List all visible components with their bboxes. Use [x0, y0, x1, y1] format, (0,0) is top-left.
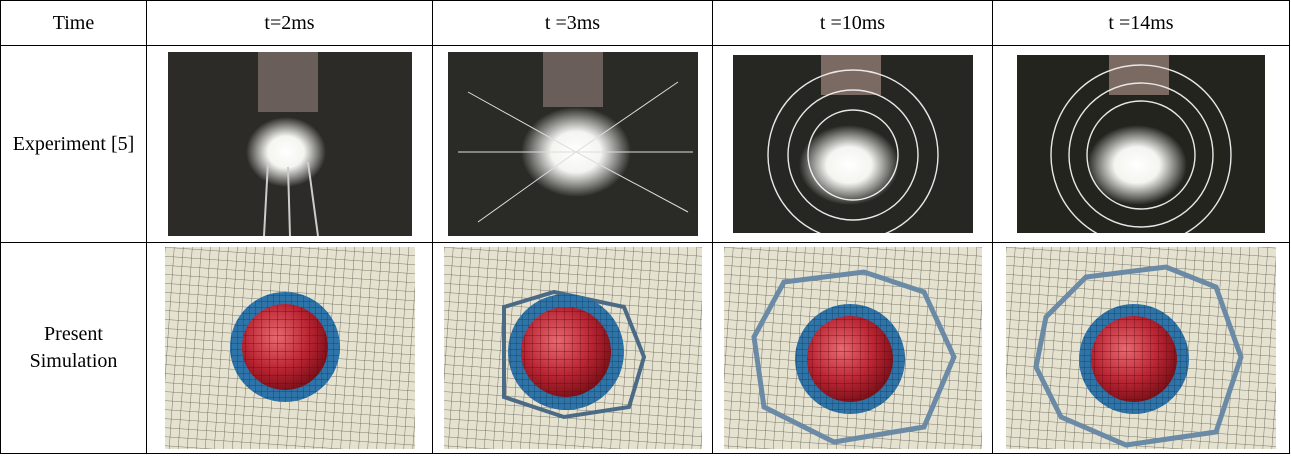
- header-row: Time t=2ms t =3ms t =10ms t =14ms: [1, 1, 1290, 46]
- experiment-photo: [733, 55, 973, 233]
- page: {"table": {"header": ["Time", "t=2ms", "…: [0, 0, 1291, 456]
- image-cell: [433, 243, 713, 454]
- row-label: Present Simulation: [1, 243, 147, 454]
- experiment-photo: [1017, 55, 1265, 233]
- experiment-photo: [448, 52, 698, 236]
- image-cell: [713, 46, 993, 243]
- simulation-render: [724, 247, 982, 449]
- header-cell: t =14ms: [993, 1, 1290, 46]
- image-cell: [147, 243, 433, 454]
- image-cell: [713, 243, 993, 454]
- header-cell: Time: [1, 1, 147, 46]
- header-cell: t=2ms: [147, 1, 433, 46]
- simulation-row: Present Simulation: [1, 243, 1290, 454]
- simulation-render: [165, 247, 415, 449]
- experiment-row: Experiment [5]: [1, 46, 1290, 243]
- header-cell: t =10ms: [713, 1, 993, 46]
- image-cell: [993, 243, 1290, 454]
- simulation-render: [1006, 247, 1276, 449]
- results-table: Time t=2ms t =3ms t =10ms t =14ms Experi…: [0, 0, 1290, 454]
- header-cell: t =3ms: [433, 1, 713, 46]
- simulation-render: [444, 247, 702, 449]
- experiment-photo: [168, 52, 412, 236]
- image-cell: [993, 46, 1290, 243]
- image-cell: [147, 46, 433, 243]
- image-cell: [433, 46, 713, 243]
- row-label: Experiment [5]: [1, 46, 147, 243]
